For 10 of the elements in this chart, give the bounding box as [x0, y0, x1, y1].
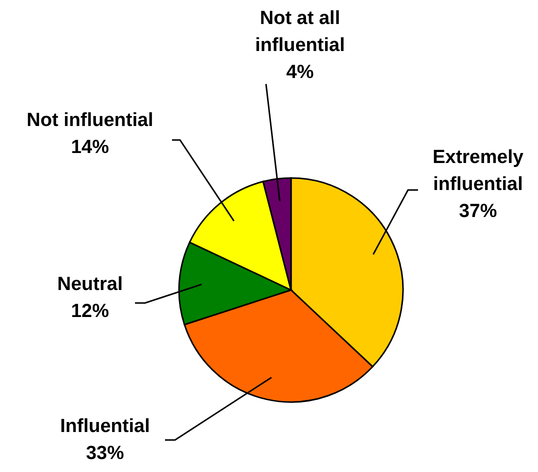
data-label: 33% [86, 443, 124, 464]
slice-label: Neutral [57, 274, 123, 295]
slice-label: Not at all influential [255, 8, 345, 56]
slice-label: Influential [60, 416, 150, 437]
data-label: 12% [70, 301, 110, 322]
data-label: 14% [70, 137, 110, 158]
slice-label: Extremely influential [432, 147, 524, 195]
data-label: 4% [286, 62, 314, 83]
slice-label: Not influential [26, 110, 154, 131]
data-label: 37% [458, 201, 498, 222]
